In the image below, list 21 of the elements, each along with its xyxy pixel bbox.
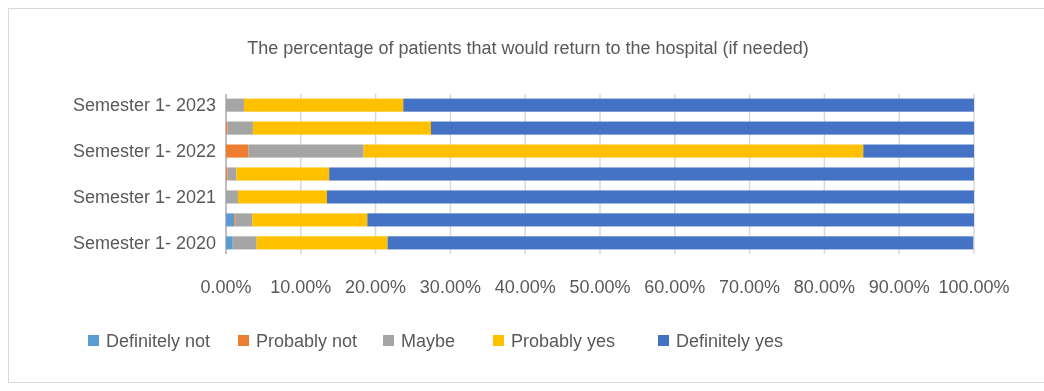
x-tick-label: 0.00%: [200, 277, 252, 297]
x-tick-label: 80.00%: [793, 277, 855, 297]
x-tick-label: 40.00%: [494, 277, 556, 297]
legend-label: Maybe: [401, 331, 456, 352]
x-tick-label: 100.00%: [938, 277, 1010, 297]
x-tick-label: 30.00%: [419, 277, 481, 297]
x-tick-label: 70.00%: [719, 277, 781, 297]
legend-label: Definitely not: [106, 331, 211, 352]
x-tick-label: 60.00%: [644, 277, 706, 297]
x-tick-label: 90.00%: [868, 277, 930, 297]
x-tick-label: 10.00%: [270, 277, 332, 297]
y-tick-label: Semester 1- 2022: [72, 141, 216, 162]
y-tick-label: Semester 1- 2021: [72, 187, 216, 208]
legend-label: Probably yes: [511, 331, 616, 352]
legend-label: Probably not: [256, 331, 358, 352]
x-tick-label: 20.00%: [345, 277, 407, 297]
x-tick-label: 50.00%: [569, 277, 631, 297]
chart-title: The percentage of patients that would return to the hospital (if needed): [247, 38, 809, 58]
legend-label: Definitely yes: [676, 331, 784, 352]
y-tick-label: Semester 1- 2020: [72, 233, 216, 254]
y-tick-label: Semester 1- 2023: [72, 95, 216, 116]
